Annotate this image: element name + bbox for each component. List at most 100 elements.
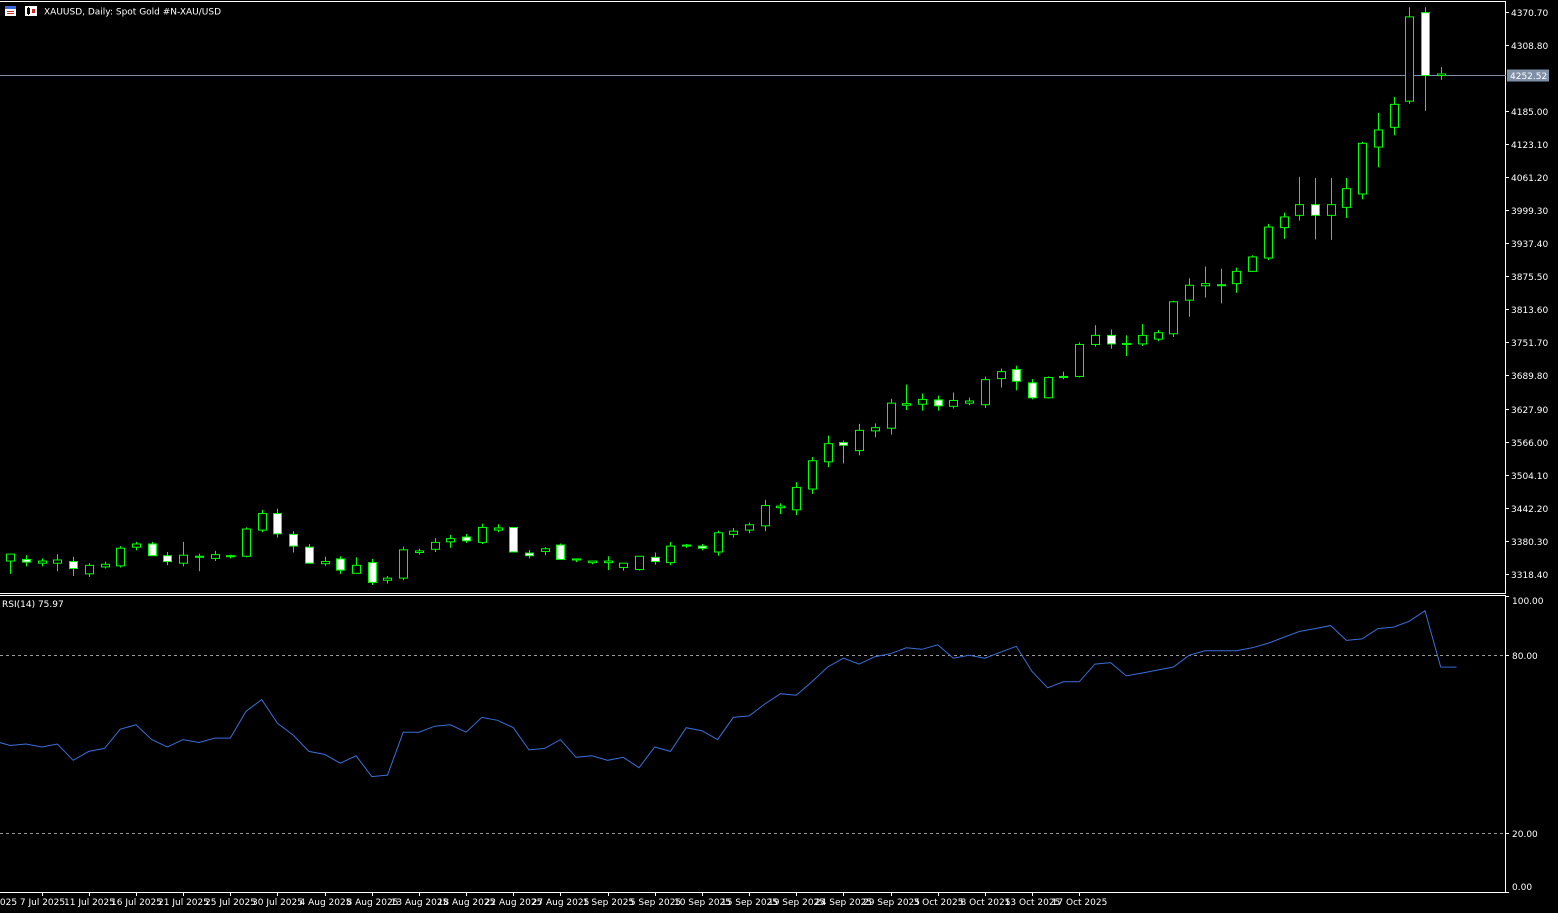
candle-body-bullish <box>714 532 723 553</box>
candle <box>1390 96 1399 136</box>
price-tick-label: 3689.80 <box>1511 372 1548 382</box>
candle <box>132 541 141 551</box>
candle-body-bullish <box>1232 270 1241 285</box>
candle <box>714 530 723 556</box>
time-tick-label: 21 Jul 2025 <box>158 898 209 908</box>
candle <box>1138 324 1147 347</box>
candle <box>934 395 943 411</box>
candle <box>431 538 440 552</box>
candle-body-bullish <box>1075 343 1084 377</box>
candle <box>949 392 958 409</box>
candle <box>38 558 47 567</box>
candle-body-bullish <box>729 530 738 535</box>
candle <box>839 440 848 464</box>
chart-window-icon[interactable] <box>5 6 16 16</box>
time-tick-label: 1 Sep 2025 <box>583 898 634 908</box>
candle-body-bearish <box>305 546 314 564</box>
candle <box>446 534 455 548</box>
candle-body-bullish <box>761 505 770 527</box>
current-price-tag <box>1507 69 1549 82</box>
candle <box>383 575 392 584</box>
candle <box>855 423 864 456</box>
time-tick-label: 10 Sep 2025 <box>674 898 731 908</box>
candle-body-bullish <box>1295 204 1304 216</box>
main-chart-pane[interactable]: 4370.70 4308.80 4185.00 4123.10 4061.20 3999.… <box>0 1 1549 594</box>
candle <box>1107 329 1116 349</box>
candle <box>604 556 613 571</box>
time-tick-label: 8 Oct 2025 <box>961 898 1011 908</box>
candle <box>1327 177 1336 240</box>
candle <box>1122 335 1131 357</box>
candle <box>101 561 110 569</box>
candle-body-bearish <box>1421 12 1430 77</box>
candle <box>1217 268 1226 304</box>
candle-body-bullish <box>1154 332 1163 340</box>
price-tick-label: 3504.10 <box>1511 472 1548 482</box>
candle <box>619 562 628 571</box>
candle <box>572 558 581 563</box>
candle-body-bullish <box>855 429 864 452</box>
candlestick-chart-icon[interactable] <box>25 6 37 16</box>
candle <box>965 397 974 406</box>
candle-body-bullish <box>478 526 487 543</box>
candle-body-bearish <box>273 513 282 535</box>
candle-body-bullish <box>792 486 801 511</box>
candle-body-bullish <box>494 527 503 531</box>
candle-body-bullish <box>541 548 550 552</box>
candle-body-bullish <box>682 544 691 547</box>
candle <box>1295 176 1304 221</box>
candle <box>1248 255 1257 272</box>
candle <box>1311 177 1320 240</box>
candle-body-bearish <box>148 543 157 557</box>
time-tick-label: 5 Sep 2025 <box>630 898 681 908</box>
candle <box>1044 376 1053 399</box>
candle <box>179 541 188 567</box>
candle-body-bullish <box>1248 256 1257 272</box>
candle-body-bullish <box>887 402 896 429</box>
rsi-tick-label: 0.00 <box>1512 883 1532 893</box>
price-tick-label: 3442.20 <box>1511 505 1548 515</box>
candle-body-bullish <box>1374 129 1383 148</box>
candle <box>981 376 990 408</box>
candle-body-bullish <box>1185 284 1194 301</box>
price-tick-label: 3318.40 <box>1511 571 1548 581</box>
price-tick-label: 3999.30 <box>1511 207 1548 217</box>
candle <box>541 547 550 556</box>
candle-body-bullish <box>179 554 188 564</box>
candle-body-bullish <box>776 505 785 509</box>
candle <box>289 531 298 553</box>
candle <box>792 482 801 516</box>
candle <box>1075 342 1084 378</box>
candle-body-bullish <box>6 553 15 562</box>
candle <box>588 560 597 565</box>
candle-body-bullish <box>211 554 220 559</box>
candle-body-bearish <box>1012 369 1021 382</box>
time-tick-label: 16 Jul 2025 <box>111 898 162 908</box>
time-tick-label: 22 Aug 2025 <box>485 898 543 908</box>
candle <box>698 543 707 551</box>
candle-body-bullish <box>1122 342 1131 345</box>
candle <box>399 546 408 581</box>
rsi-pane[interactable]: 100.00 80.00 20.00 0.00 RSI(14) 75.97 <box>0 595 1544 893</box>
candle-body-bearish <box>226 555 235 558</box>
rsi-tick-label: 20.00 <box>1512 830 1538 840</box>
candle <box>53 554 62 572</box>
candle-body-bearish <box>1311 204 1320 216</box>
rsi-tick-label: 100.00 <box>1512 597 1544 607</box>
candle <box>666 541 675 566</box>
price-y-axis: 4370.70 4308.80 4185.00 4123.10 4061.20 3999.… <box>1505 9 1548 581</box>
candle <box>635 555 644 571</box>
candle-body-bearish <box>1028 382 1037 399</box>
candle-body-bearish <box>934 399 943 407</box>
candle-body-bullish <box>431 541 440 550</box>
candle <box>1264 223 1273 261</box>
candle-body-bullish <box>1044 377 1053 399</box>
price-tick-label: 3380.30 <box>1511 538 1548 548</box>
candle-body-bullish <box>321 561 330 565</box>
candle-body-bullish <box>415 550 424 554</box>
candle-body-bullish <box>1390 103 1399 128</box>
price-tick-label: 4185.00 <box>1511 108 1548 118</box>
rsi-line <box>0 610 1457 778</box>
candle-body-bullish <box>808 460 817 490</box>
